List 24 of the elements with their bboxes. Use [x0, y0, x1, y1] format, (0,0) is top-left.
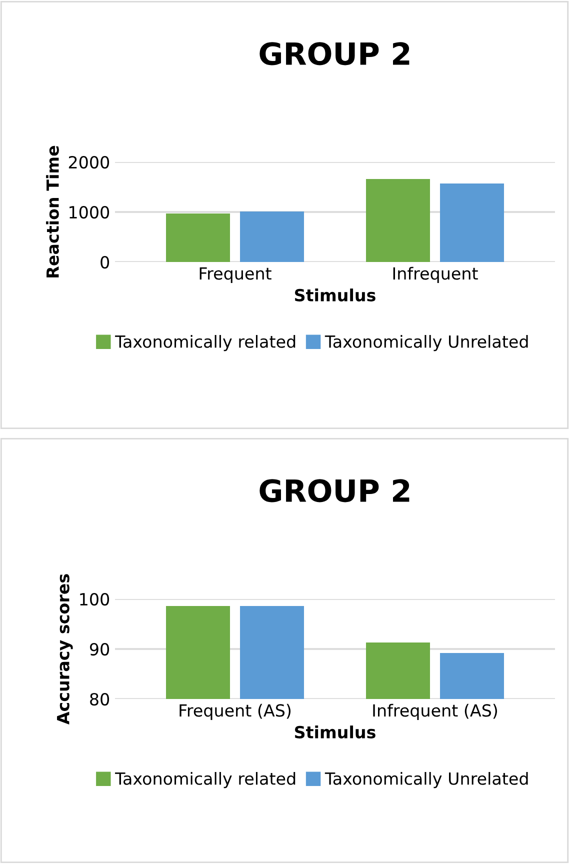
bar — [440, 184, 504, 262]
y-tick-label: 1000 — [70, 206, 110, 219]
bar — [166, 214, 230, 262]
y-axis-title: Accuracy scores — [57, 574, 73, 725]
x-tick-label: Frequent (AS) — [180, 704, 291, 720]
y-tick-label: 90 — [90, 642, 110, 656]
bar — [240, 212, 304, 262]
y-tick-label: 0 — [100, 256, 110, 269]
y-tick-label: 2000 — [68, 156, 110, 169]
x-tick-label: Frequent — [200, 267, 272, 283]
legend-label: Taxonomically related — [115, 335, 296, 352]
chart-title: GROUP 2 — [260, 479, 410, 502]
x-axis-title: Stimulus — [294, 288, 376, 302]
chart-title: GROUP 2 — [260, 42, 410, 66]
legend-label: Taxonomically Unrelated — [324, 772, 528, 788]
legend-label: Taxonomically related — [115, 772, 296, 788]
x-axis-title: Stimulus — [294, 726, 376, 738]
y-tick-label: 100 — [80, 592, 110, 606]
y-axis-title: Reaction Time — [46, 146, 59, 278]
x-tick-label: Infrequent — [393, 266, 478, 283]
bar — [366, 179, 430, 262]
y-tick-label: 80 — [90, 692, 110, 706]
legend-label: Taxonomically Unrelated — [324, 335, 528, 352]
x-tick-label: Infrequent (AS) — [373, 704, 497, 720]
